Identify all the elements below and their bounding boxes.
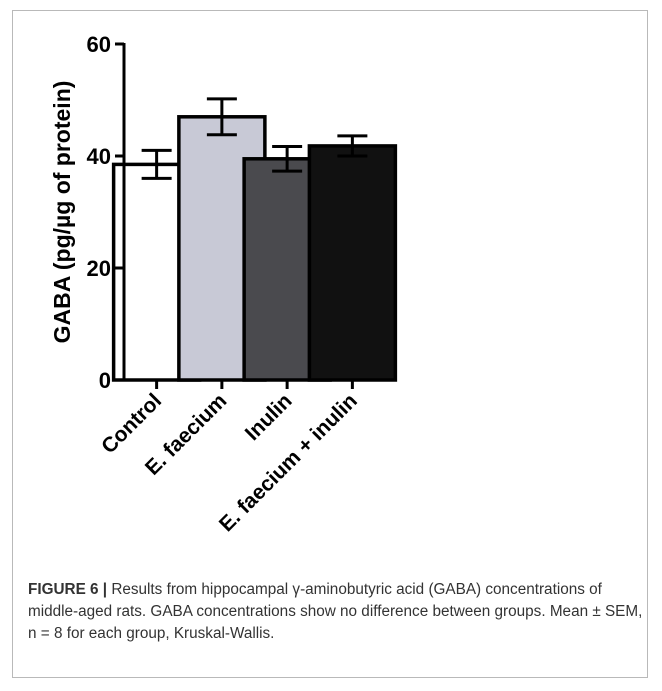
bar-chart: GABA (pg/µg of protein) 0 20 40 60 ControlE… bbox=[49, 32, 398, 536]
bar-e-faecium-inulin bbox=[307, 144, 398, 382]
y-tick-label-0: 0 bbox=[99, 368, 111, 393]
figure-caption: FIGURE 6 | Results from hippocampal γ-am… bbox=[28, 579, 648, 645]
y-tick-label-40: 40 bbox=[87, 144, 111, 169]
axes bbox=[115, 42, 385, 389]
caption-text: Results from hippocampal γ-aminobutyric … bbox=[28, 581, 643, 642]
error-bars bbox=[141, 97, 368, 180]
y-tick-labels: 0 20 40 60 bbox=[87, 32, 111, 393]
y-axis-label: GABA (pg/µg of protein) bbox=[49, 81, 75, 344]
y-tick-label-60: 60 bbox=[87, 32, 111, 57]
y-tick-label-20: 20 bbox=[87, 256, 111, 281]
x-tick-label-inulin: Inulin bbox=[241, 389, 297, 445]
caption-label: FIGURE 6 | bbox=[28, 581, 108, 598]
y-axis-label-group: GABA (pg/µg of protein) bbox=[49, 81, 75, 344]
